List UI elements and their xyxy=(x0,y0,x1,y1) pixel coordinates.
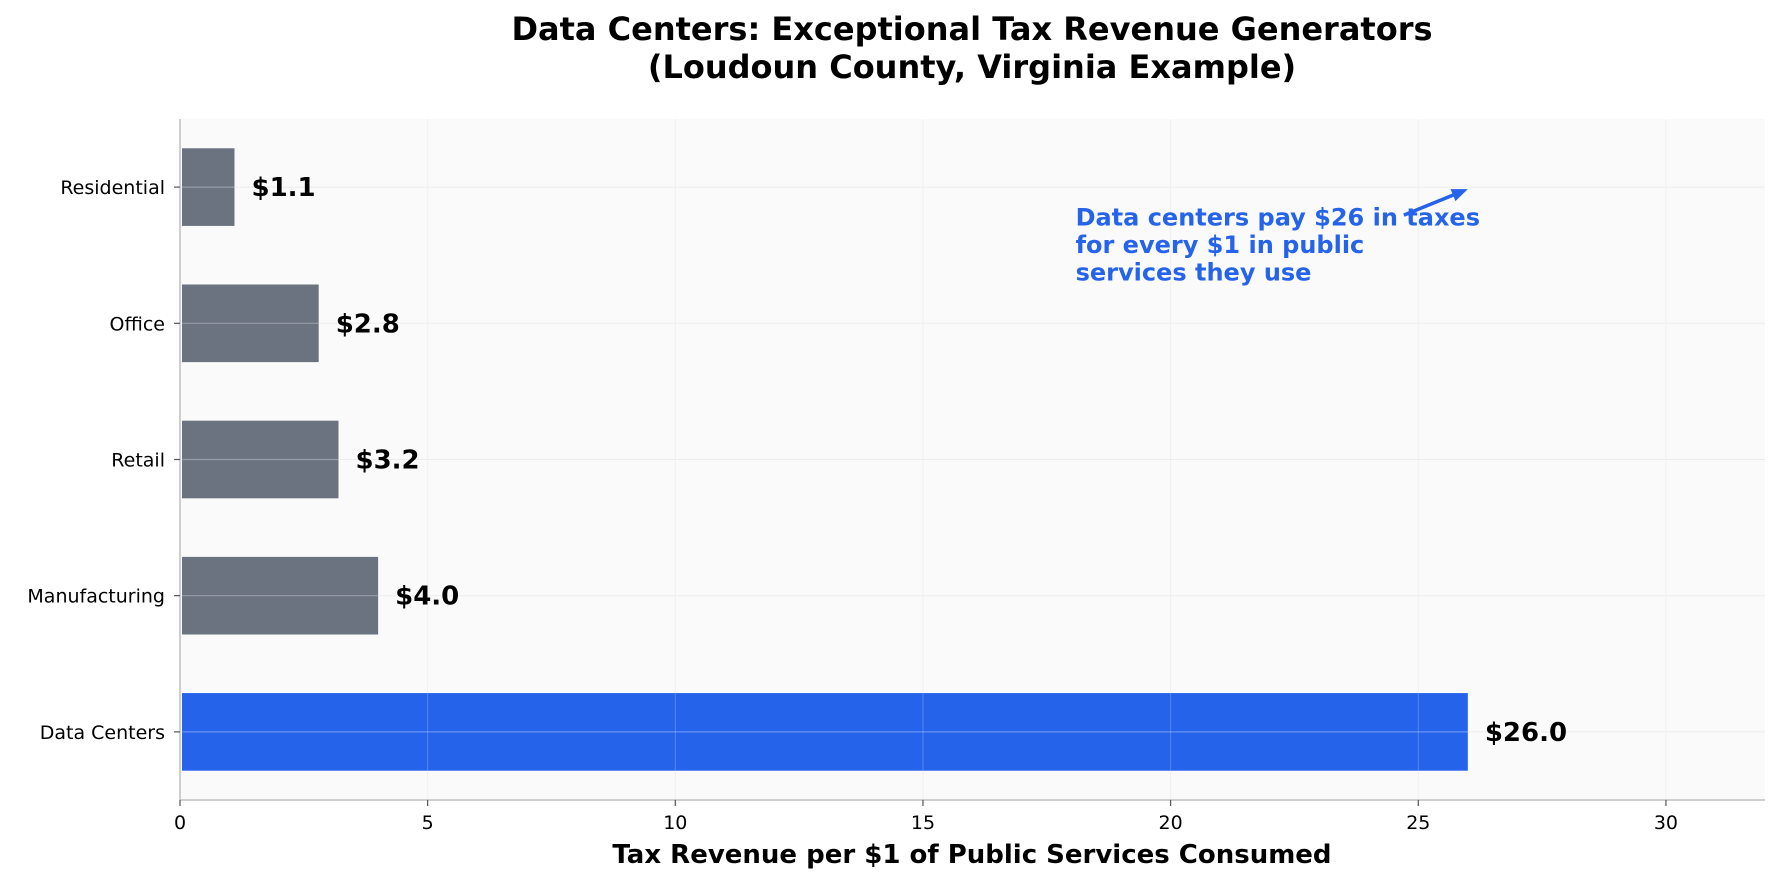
x-tick-label-20: 20 xyxy=(1159,812,1183,834)
horizontal-grid-layer xyxy=(182,119,1667,800)
x-tick-label-10: 10 xyxy=(663,812,687,834)
category-label-retail: Retail xyxy=(111,450,165,472)
annotation-line-1: Data centers pay $26 in taxes xyxy=(1076,203,1480,231)
x-tick-label-5: 5 xyxy=(422,812,434,834)
value-label-layer: $1.1 $2.8 $3.2 $4.0 $26.0 xyxy=(251,173,1567,748)
annotation-line-2: for every $1 in public xyxy=(1076,231,1365,259)
bar-residential xyxy=(182,148,235,226)
bar-layer xyxy=(182,148,1468,771)
value-label-data-centers: $26.0 xyxy=(1485,718,1567,748)
bar-manufacturing xyxy=(182,556,379,635)
bar-data-centers xyxy=(182,693,1468,771)
tick-layer: 0 5 10 15 20 25 30 xyxy=(174,186,1678,834)
annotation-layer: Data centers pay $26 in taxes for every … xyxy=(1076,189,1480,286)
value-label-manufacturing: $4.0 xyxy=(395,582,459,612)
annotation-arrow-shaft xyxy=(1403,192,1457,217)
bar-office xyxy=(182,284,319,363)
category-label-manufacturing: Manufacturing xyxy=(27,586,165,608)
bar-retail xyxy=(182,420,339,499)
value-label-retail: $3.2 xyxy=(356,446,420,476)
annotation-arrow-head xyxy=(1450,189,1468,202)
x-tick-label-0: 0 xyxy=(174,812,186,834)
category-label-office: Office xyxy=(110,313,165,335)
value-label-residential: $1.1 xyxy=(251,173,315,203)
x-tick-label-15: 15 xyxy=(911,812,935,834)
category-label-data-centers: Data Centers xyxy=(40,722,165,744)
value-label-office: $2.8 xyxy=(336,309,400,339)
x-tick-label-30: 30 xyxy=(1654,812,1678,834)
x-axis-label: Tax Revenue per $1 of Public Services Co… xyxy=(612,840,1331,870)
label-layer: Residential Office Retail Manufacturing Data… xyxy=(27,177,165,744)
annotation-line-3: services they use xyxy=(1076,258,1312,286)
chart-title: Data Centers: Exceptional Tax Revenue Ge… xyxy=(511,10,1432,48)
category-label-residential: Residential xyxy=(60,177,165,199)
chart-subtitle: (Loudoun County, Virginia Example) xyxy=(648,48,1296,86)
x-tick-label-25: 25 xyxy=(1406,812,1430,834)
